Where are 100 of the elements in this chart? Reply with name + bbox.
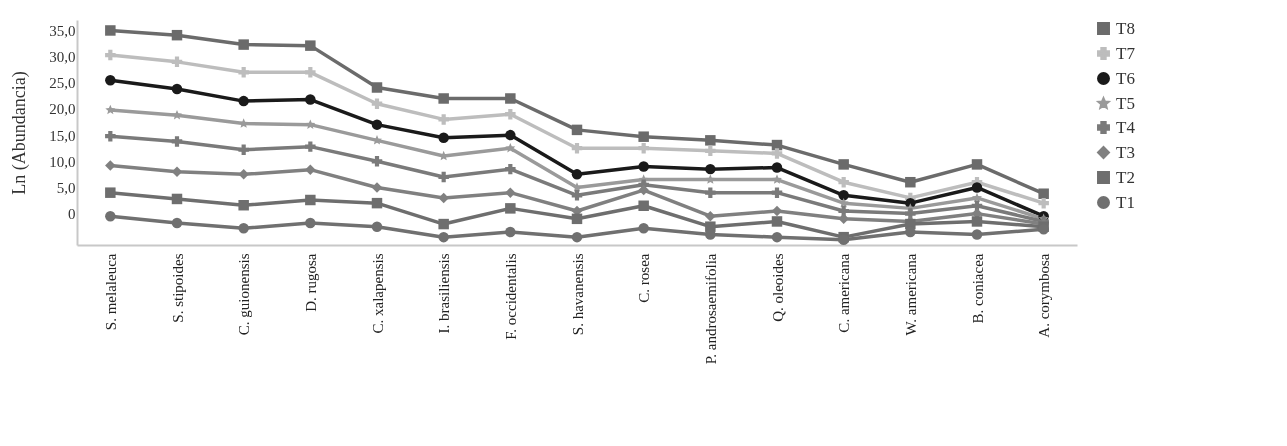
y-tick-label: 15,0: [49, 127, 76, 144]
point: [705, 187, 716, 198]
point: [505, 163, 516, 175]
legend-label: T4: [1116, 117, 1136, 137]
point: [571, 190, 583, 201]
point: [171, 136, 183, 147]
point: [971, 182, 983, 193]
point: [371, 182, 383, 193]
point: [238, 144, 249, 156]
point: [505, 226, 516, 238]
point: [371, 119, 383, 130]
point: [105, 49, 116, 61]
point: [972, 192, 982, 203]
x-tick-label: C. americana: [836, 253, 853, 333]
point: [838, 159, 849, 170]
point: [705, 163, 716, 175]
x-tick-label: B. coniacea: [969, 253, 986, 324]
point: [371, 156, 383, 167]
point: [105, 160, 116, 171]
point: [371, 82, 383, 93]
point: [505, 203, 516, 214]
legend-label: T7: [1116, 43, 1136, 63]
point: [305, 119, 316, 129]
point: [505, 129, 516, 141]
point: [105, 25, 116, 36]
point: [638, 200, 649, 211]
y-tick-label: 30,0: [49, 49, 76, 66]
point: [771, 216, 783, 227]
y-tick-label: 0: [68, 206, 76, 223]
point: [638, 161, 649, 172]
point: [438, 171, 449, 183]
point: [771, 187, 783, 198]
point: [505, 108, 516, 120]
x-tick-label: W. americana: [902, 253, 919, 336]
point: [171, 83, 183, 95]
point: [238, 39, 249, 50]
point: [705, 210, 716, 222]
point: [105, 210, 116, 222]
point: [238, 223, 249, 234]
point: [105, 104, 116, 115]
point: [771, 162, 783, 173]
x-tick-label: F. occidentalis: [502, 253, 519, 340]
point: [171, 193, 183, 205]
point: [371, 197, 383, 209]
point: [438, 132, 449, 143]
legend-label: T2: [1116, 167, 1135, 187]
point: [505, 187, 516, 198]
point: [1038, 188, 1049, 199]
point: [305, 40, 316, 51]
x-tick-label: S. havanensis: [569, 253, 586, 336]
legend-label: T5: [1116, 93, 1135, 113]
point: [305, 194, 316, 206]
legend-label: T8: [1116, 18, 1135, 38]
legend-label: T1: [1116, 192, 1135, 212]
x-tick-label: Q. oleoides: [769, 253, 786, 322]
x-tick-label: C. xalapensis: [369, 253, 386, 334]
point: [105, 187, 116, 198]
point: [305, 67, 316, 78]
point: [638, 223, 649, 234]
y-tick-label: 25,0: [49, 75, 76, 92]
point: [238, 95, 249, 107]
point: [771, 148, 783, 159]
point: [438, 93, 449, 104]
point: [305, 94, 316, 105]
point: [105, 74, 116, 86]
y-tick-label: 35,0: [49, 22, 76, 39]
point: [905, 176, 916, 188]
point: [571, 142, 583, 154]
point: [438, 218, 449, 230]
x-tick-label: C. guionensis: [236, 253, 253, 336]
point: [571, 169, 583, 180]
point: [571, 213, 583, 225]
point: [705, 145, 716, 157]
point: [371, 221, 383, 232]
point: [371, 98, 383, 109]
point: [971, 216, 983, 227]
point: [571, 231, 583, 243]
x-tick-label: S. melaleuca: [102, 253, 119, 331]
x-tick-label: C. rosea: [636, 253, 653, 303]
point: [105, 130, 116, 142]
point: [305, 217, 316, 229]
x-tick-label: I. brasiliensis: [436, 253, 453, 334]
point: [171, 56, 183, 68]
point: [171, 29, 183, 41]
point: [505, 93, 516, 104]
point: [838, 213, 849, 225]
point: [438, 231, 449, 243]
point: [771, 231, 783, 243]
x-tick-label: P. androsaemifolia: [702, 253, 719, 365]
point: [638, 131, 649, 142]
point: [838, 176, 849, 188]
point: [171, 217, 183, 229]
point: [305, 164, 316, 175]
point: [238, 199, 249, 211]
x-tick-label: S. stipoides: [169, 253, 186, 323]
point: [838, 190, 849, 201]
y-axis-title: Ln (Abundancia): [9, 71, 31, 195]
legend-label: T6: [1116, 68, 1135, 88]
legend-label: T3: [1116, 142, 1135, 162]
point: [638, 142, 649, 154]
